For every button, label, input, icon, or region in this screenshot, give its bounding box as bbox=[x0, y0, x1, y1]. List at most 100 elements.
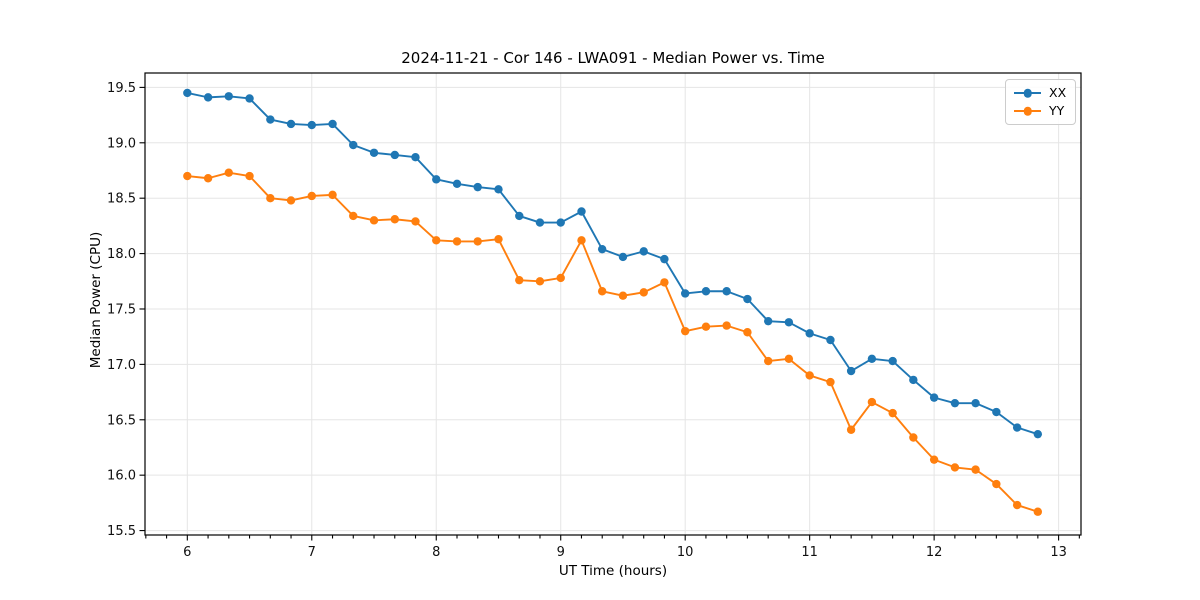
xx-data-point bbox=[266, 115, 275, 124]
yy-data-point bbox=[764, 356, 773, 366]
yy-data-point bbox=[701, 322, 711, 331]
yy-data-point bbox=[1033, 507, 1043, 516]
yy-data-point bbox=[846, 425, 856, 434]
yy-series-line bbox=[186, 171, 1039, 513]
y-tick-label: 17.0 bbox=[107, 358, 136, 373]
xx-data-point bbox=[701, 287, 711, 296]
xx-data-point bbox=[556, 218, 565, 227]
yy-data-point bbox=[349, 211, 358, 221]
yy-legend-swatch bbox=[1014, 106, 1041, 116]
y-tick-label: 17.5 bbox=[107, 302, 136, 317]
yy-data-point bbox=[909, 433, 918, 442]
xx-data-point bbox=[618, 252, 628, 262]
chart-title: 2024-11-21 - Cor 146 - LWA091 - Median P… bbox=[401, 49, 825, 67]
legend-item-xx: XX bbox=[1014, 86, 1066, 100]
yy-data-point bbox=[597, 287, 607, 296]
legend-item-yy: YY bbox=[1014, 104, 1066, 118]
yy-data-point bbox=[743, 328, 752, 337]
yy-data-point bbox=[452, 237, 462, 246]
yy-data-point bbox=[826, 377, 835, 387]
xx-data-point bbox=[432, 175, 441, 184]
xx-data-point bbox=[577, 207, 586, 216]
x-tick-label: 12 bbox=[926, 545, 943, 560]
xx-legend-swatch bbox=[1014, 88, 1041, 98]
yy-data-point bbox=[411, 217, 420, 226]
yy-data-point bbox=[266, 193, 275, 203]
xx-data-point bbox=[535, 218, 545, 227]
yy-data-point bbox=[473, 237, 482, 246]
xx-data-point bbox=[722, 287, 731, 296]
xx-data-point bbox=[971, 398, 980, 408]
yy-data-point bbox=[1012, 500, 1022, 510]
x-tick-label: 6 bbox=[183, 545, 191, 560]
xx-data-point bbox=[203, 93, 213, 102]
xx-data-point bbox=[867, 354, 877, 364]
xx-data-point bbox=[245, 94, 254, 103]
yy-data-point bbox=[680, 326, 690, 336]
xx-data-point bbox=[1012, 423, 1022, 432]
yy-data-point bbox=[245, 171, 254, 181]
xx-data-point bbox=[349, 140, 358, 150]
yy-data-point bbox=[805, 371, 814, 380]
xx-data-point bbox=[639, 247, 648, 256]
yy-data-point bbox=[203, 174, 213, 183]
x-tick-label: 11 bbox=[801, 545, 818, 560]
yy-data-point bbox=[286, 196, 296, 205]
yy-data-point bbox=[432, 236, 441, 245]
xx-data-point bbox=[183, 88, 192, 98]
y-tick-label: 18.0 bbox=[107, 247, 136, 262]
yy-data-point bbox=[950, 463, 960, 472]
legend-label-yy: YY bbox=[1049, 103, 1065, 118]
xx-data-point bbox=[307, 120, 316, 130]
y-tick-label: 15.5 bbox=[107, 524, 136, 539]
x-tick-label: 8 bbox=[432, 545, 440, 560]
xx-data-point bbox=[286, 119, 296, 129]
xx-data-point bbox=[390, 150, 400, 160]
legend: XX YY bbox=[1005, 79, 1077, 125]
xx-data-point bbox=[743, 294, 752, 304]
y-tick-label: 19.0 bbox=[107, 136, 136, 151]
yy-data-point bbox=[971, 465, 980, 474]
x-tick-label: 10 bbox=[677, 545, 694, 560]
yy-data-point bbox=[515, 275, 524, 285]
yy-data-point bbox=[494, 234, 503, 244]
xx-data-point bbox=[805, 329, 814, 338]
yy-data-point bbox=[867, 397, 877, 407]
yy-data-point bbox=[660, 278, 669, 287]
yy-data-point bbox=[618, 291, 628, 300]
xx-data-point bbox=[950, 398, 960, 408]
xx-data-point bbox=[680, 289, 690, 298]
xx-data-point bbox=[784, 318, 794, 327]
y-tick-label: 16.5 bbox=[107, 413, 136, 428]
yy-data-point bbox=[390, 215, 400, 224]
yy-data-point bbox=[639, 288, 648, 297]
xx-data-point bbox=[452, 179, 462, 188]
xx-data-point bbox=[992, 407, 1001, 417]
x-tick-label: 9 bbox=[557, 545, 565, 560]
xx-data-point bbox=[846, 366, 856, 376]
xx-legend-marker-icon bbox=[1023, 88, 1032, 98]
y-tick-label: 19.5 bbox=[107, 81, 136, 96]
yy-data-point bbox=[784, 354, 794, 364]
xx-data-point bbox=[929, 393, 939, 402]
xx-data-point bbox=[888, 356, 897, 366]
yy-data-point bbox=[556, 273, 565, 283]
yy-data-point bbox=[577, 236, 586, 245]
yy-data-point bbox=[722, 321, 731, 330]
yy-data-point bbox=[328, 190, 337, 200]
yy-data-point bbox=[224, 168, 233, 177]
xx-data-point bbox=[411, 153, 420, 162]
xx-data-point bbox=[660, 254, 669, 264]
xx-data-point bbox=[764, 316, 773, 326]
legend-label-xx: XX bbox=[1049, 85, 1067, 100]
xx-data-point bbox=[826, 335, 835, 345]
y-axis-label: Median Power (CPU) bbox=[88, 231, 104, 369]
yy-data-point bbox=[535, 277, 545, 286]
x-tick-label: 7 bbox=[308, 545, 316, 560]
plot-border bbox=[144, 72, 1082, 536]
yy-data-point bbox=[888, 408, 897, 418]
xx-data-point bbox=[224, 92, 233, 101]
yy-data-point bbox=[369, 216, 379, 225]
